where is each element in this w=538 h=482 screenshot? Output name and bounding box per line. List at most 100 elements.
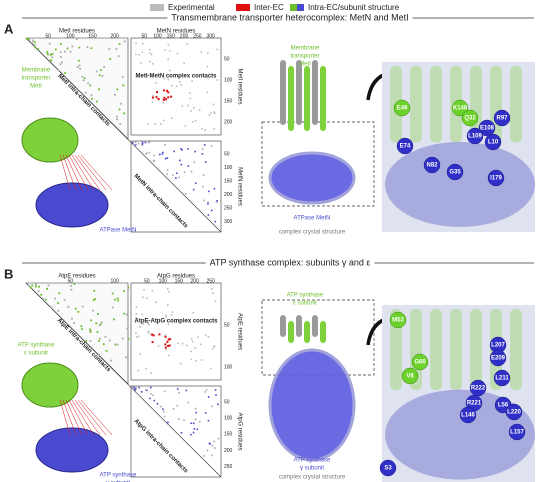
- helix-green: [312, 315, 318, 337]
- tick-label: 100: [224, 78, 233, 84]
- contact-dot: [109, 58, 112, 60]
- contact-dot: [125, 313, 128, 316]
- contact-dot: [183, 171, 186, 173]
- structure-label: transporter: [290, 54, 319, 60]
- contact-dot: [73, 283, 76, 285]
- contact-dot: [26, 38, 28, 40]
- contact-dot: [190, 433, 192, 436]
- contact-dot: [103, 65, 106, 68]
- contact-dot: [194, 150, 196, 153]
- contact-dot: [167, 323, 170, 326]
- contact-dot: [186, 344, 188, 347]
- contact-dot: [98, 88, 101, 91]
- structure-caption: complex crystal structure: [279, 475, 346, 481]
- tick-label: 200: [111, 33, 120, 39]
- contact-dot: [166, 169, 169, 171]
- contact-dot: [201, 153, 204, 155]
- contact-dot: [80, 325, 83, 328]
- contact-dot: [149, 52, 151, 54]
- contact-dot: [194, 119, 197, 122]
- contact-dot: [138, 53, 140, 56]
- contact-dot: [187, 401, 190, 404]
- contact-dot: [157, 345, 160, 348]
- contact-dot: [95, 70, 98, 73]
- contact-dot: [175, 321, 177, 323]
- contact-dot: [97, 312, 99, 315]
- contact-dot: [82, 79, 85, 82]
- contact-dot: [119, 122, 122, 125]
- contact-dot: [163, 390, 166, 393]
- contact-dot: [190, 358, 193, 361]
- closeup-blue-bg: [385, 389, 535, 480]
- tick-label: 200: [224, 192, 233, 198]
- contact-dot: [166, 288, 169, 290]
- contact-dot: [172, 174, 174, 176]
- legend-label: Inter-EC: [254, 3, 284, 12]
- contact-dot: [145, 153, 147, 155]
- residue-sphere: [396, 137, 414, 155]
- contact-dot: [83, 77, 86, 79]
- closeup-helix: [430, 66, 442, 143]
- legend-swatch: [150, 4, 164, 11]
- contact-dot: [131, 141, 133, 143]
- residue-label: Q32: [464, 116, 476, 122]
- contact-dot: [67, 305, 70, 308]
- contact-dot: [162, 102, 165, 104]
- contact-dot: [126, 327, 129, 330]
- contact-dot: [101, 74, 104, 77]
- contact-dot: [33, 43, 36, 46]
- tick-label: 300: [224, 219, 233, 225]
- contact-dot: [78, 46, 81, 49]
- contact-dot: [171, 311, 174, 313]
- contact-dot: [206, 449, 209, 452]
- contact-dot: [134, 144, 137, 146]
- contact-dot: [152, 334, 155, 337]
- contact-dot: [137, 142, 140, 145]
- contact-dot: [184, 193, 187, 195]
- contact-dot: [61, 61, 63, 64]
- contact-dot: [163, 415, 166, 418]
- helix-green: [296, 315, 302, 337]
- helix-green: [312, 60, 318, 125]
- protein-blue: [35, 182, 109, 228]
- contact-dot: [112, 318, 115, 321]
- residue-sphere: [459, 406, 477, 424]
- tick-label: 50: [141, 33, 147, 39]
- panel: Transmembrane transporter heterocomplex:…: [4, 12, 535, 236]
- contact-dot: [213, 440, 216, 443]
- contact-dot: [136, 336, 138, 338]
- contact-dot: [178, 391, 181, 394]
- contact-dot: [141, 313, 144, 316]
- contact-dot: [134, 387, 136, 389]
- helix-green: [296, 60, 302, 125]
- residue-label: L207: [491, 343, 505, 349]
- contact-line: [77, 399, 107, 436]
- contact-dot: [199, 343, 202, 346]
- contact-dot: [181, 342, 184, 345]
- contact-dot: [164, 348, 167, 351]
- contact-dot: [167, 96, 170, 99]
- contact-dot: [175, 177, 177, 179]
- axis-title: MetN residues: [236, 167, 242, 206]
- contact-dot: [147, 320, 149, 323]
- contact-dot: [183, 419, 185, 422]
- contact-dot: [215, 201, 218, 203]
- contact-dot: [153, 154, 156, 157]
- contact-dot: [164, 144, 166, 146]
- contact-dot: [170, 84, 173, 87]
- axis-title: MetI residues: [59, 29, 95, 35]
- contact-dot: [187, 148, 189, 150]
- contact-dot: [152, 159, 155, 162]
- contact-dot: [187, 104, 189, 107]
- contact-dot: [150, 392, 152, 395]
- tick-label: 150: [224, 99, 233, 105]
- structure-caption: complex crystal structure: [279, 230, 346, 236]
- contact-dot: [47, 284, 50, 287]
- contact-dot: [50, 53, 52, 56]
- contact-dot: [121, 337, 124, 340]
- subunit-label: ε subunit: [24, 351, 48, 357]
- contact-dot: [29, 286, 32, 289]
- contact-dot: [95, 322, 98, 325]
- protein-blue: [268, 348, 356, 462]
- contact-dot: [114, 93, 116, 96]
